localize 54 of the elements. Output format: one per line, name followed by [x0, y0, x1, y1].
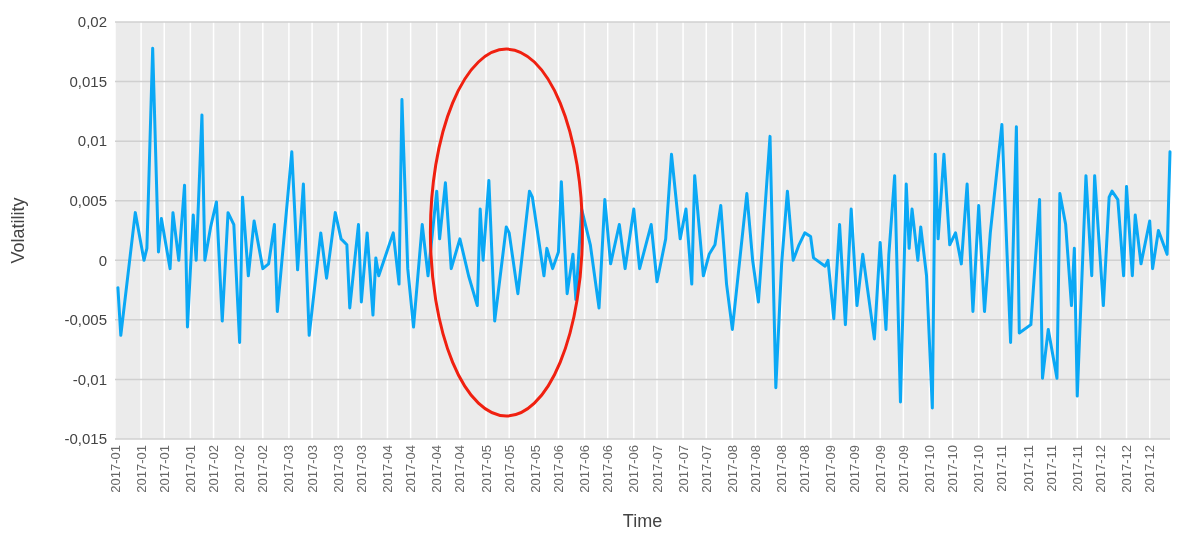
x-tick-label: 2017-10 [945, 445, 961, 493]
x-tick-label: 2017-08 [748, 445, 764, 493]
x-tick-label: 2017-05 [527, 445, 543, 493]
x-tick-label: 2017-11 [994, 445, 1010, 492]
x-tick-label: 2017-08 [724, 445, 740, 493]
x-tick-label: 2017-02 [255, 445, 271, 493]
x-tick-label: 2017-12 [1119, 445, 1135, 493]
x-tick-label: 2017-03 [353, 445, 369, 493]
x-tick-label: 2017-03 [281, 445, 297, 493]
y-tick-label: -0,01 [72, 370, 107, 388]
x-tick-label: 2017-07 [698, 445, 714, 493]
x-tick-label: 2017-01 [156, 445, 172, 493]
x-tick-label: 2017-11 [1043, 445, 1059, 492]
x-tick-label: 2017-05 [478, 445, 494, 493]
x-tick-label: 2017-10 [971, 445, 987, 493]
y-tick-label: 0,015 [69, 72, 107, 90]
y-tick-label: 0,02 [77, 13, 107, 31]
x-tick-label: 2017-09 [823, 445, 839, 493]
x-tick-label: 2017-09 [872, 445, 888, 493]
y-tick-label: 0,01 [77, 132, 107, 150]
x-tick-label: 2017-02 [206, 445, 222, 493]
x-tick-label: 2017-08 [774, 445, 790, 493]
x-tick-label: 2017-01 [107, 445, 123, 493]
y-tick-label: -0,015 [64, 430, 107, 448]
x-tick-label: 2017-01 [182, 445, 198, 493]
y-axis-title: Volatility [8, 197, 28, 264]
x-tick-label: 2017-08 [797, 445, 813, 493]
x-tick-label: 2017-02 [232, 445, 248, 493]
x-tick-label: 2017-10 [921, 445, 937, 493]
x-tick-label: 2017-09 [895, 445, 911, 493]
x-tick-label: 2017-06 [551, 445, 566, 493]
x-tick-label: 2017-12 [1092, 445, 1108, 493]
x-tick-label: 2017-06 [577, 445, 593, 493]
x-tick-label: 2017-04 [403, 445, 419, 493]
x-tick-label: 2017-09 [846, 445, 862, 493]
x-tick-label: 2017-07 [675, 445, 691, 493]
x-tick-label: 2017-04 [452, 445, 468, 493]
x-tick-label: 2017-03 [304, 445, 320, 493]
x-tick-label: 2017-11 [1020, 445, 1036, 492]
y-tick-label: 0,005 [69, 191, 107, 209]
x-tick-label: 2017-04 [380, 445, 395, 493]
x-tick-label: 2017-11 [1069, 445, 1085, 492]
line-series [116, 46, 1172, 410]
x-tick-label: 2017-05 [501, 445, 517, 493]
x-tick-label: 2017-06 [600, 445, 616, 493]
x-tick-label: 2017-01 [133, 445, 149, 493]
x-tick-label: 2017-04 [429, 445, 445, 493]
x-tick-label: 2017-12 [1142, 445, 1158, 493]
x-tick-label: 2017-07 [649, 445, 665, 493]
y-tick-label: -0,005 [64, 311, 107, 329]
x-axis-title: Time [622, 511, 663, 531]
y-tick-label: 0 [98, 251, 107, 269]
x-tick-label: 2017-03 [330, 445, 346, 493]
x-tick-label: 2017-06 [626, 445, 642, 493]
